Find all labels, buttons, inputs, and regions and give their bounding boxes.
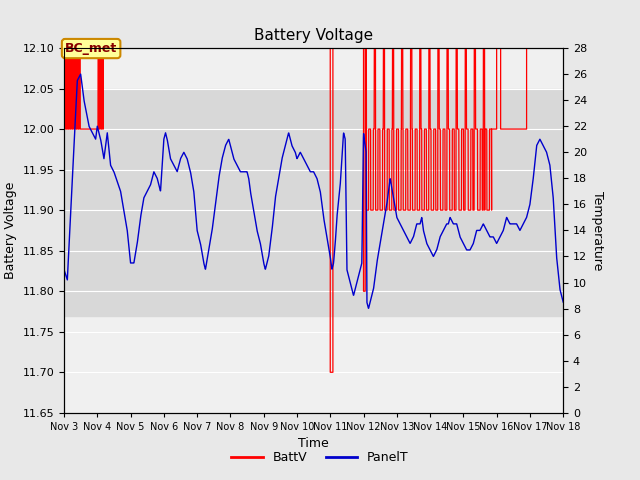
X-axis label: Time: Time bbox=[298, 437, 329, 450]
Text: BC_met: BC_met bbox=[65, 42, 117, 55]
Legend: BattV, PanelT: BattV, PanelT bbox=[227, 446, 413, 469]
Y-axis label: Temperature: Temperature bbox=[591, 191, 604, 270]
Y-axis label: Battery Voltage: Battery Voltage bbox=[4, 182, 17, 279]
Title: Battery Voltage: Battery Voltage bbox=[254, 28, 373, 43]
Bar bbox=[64, 88, 563, 315]
